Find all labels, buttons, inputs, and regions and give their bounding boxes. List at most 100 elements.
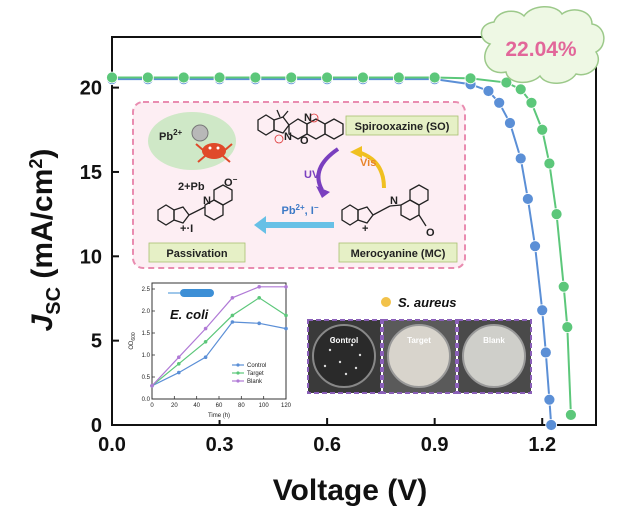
ecoli-legend-label: Target <box>247 371 264 377</box>
so-label-box <box>345 115 459 136</box>
ecoli-axis-ticks: 0 20 40 60 80 100 120 0.0 0.5 1.0 1.5 2.0 2.5 <box>142 287 292 409</box>
y-axis-title-sub: SC <box>43 287 65 315</box>
vis-arrow-head <box>350 146 362 158</box>
ecoli-point-blank <box>150 384 154 388</box>
pass-pb: Pb <box>191 181 205 193</box>
ecoli-legend-marker <box>236 371 240 375</box>
uv-label: UV <box>304 169 320 181</box>
series-point-1 <box>177 71 190 84</box>
mc-label: Merocyanine (MC) <box>351 248 446 260</box>
series-point-0 <box>493 96 506 109</box>
ecoli-y-tick-label: 2.0 <box>142 309 151 315</box>
ecoli-x-tick-label: 120 <box>281 403 292 409</box>
series-point-1 <box>525 96 538 109</box>
series-point-1 <box>464 72 477 85</box>
ecoli-point-control <box>230 320 235 324</box>
ecoli-point-control <box>284 326 288 331</box>
ecoli-legend-label: Blank <box>247 379 263 385</box>
svg-text:JSC (mA/cm2): JSC (mA/cm2) <box>26 149 65 332</box>
pass-o-minus: − <box>233 175 238 184</box>
ecoli-legend-marker <box>236 379 240 383</box>
y-tick-labels: 0 5 10 15 20 <box>80 78 102 437</box>
ecoli-line-blank <box>151 286 286 387</box>
dish-target <box>387 324 451 388</box>
dish-label-control: Control <box>330 336 358 345</box>
uv-arrow-head <box>316 186 330 198</box>
series-point-1 <box>565 408 577 421</box>
mc-o-atom: O <box>426 227 435 239</box>
passivation-label-box <box>148 242 246 263</box>
so-n-atom-2: N <box>304 112 312 124</box>
cloud-shape <box>480 6 605 84</box>
ecoli-y-tick-label: 0.0 <box>142 397 151 403</box>
ecoli-point-target <box>284 313 288 318</box>
saureus-marker <box>381 297 391 307</box>
ecoli-y-title: OD <box>129 340 135 350</box>
ecoli-inset: E. coli 0 20 40 60 80 100 120 0.0 0.5 1.0 1.5 2.0 2.… <box>122 274 294 420</box>
ecoli-point-target <box>203 340 208 344</box>
y-axis-title: JSC (mA/cm2) <box>26 149 65 332</box>
x-tick-label: 0.9 <box>421 434 449 456</box>
y-axis-title-close: ) <box>26 149 59 159</box>
series-point-1 <box>557 280 570 293</box>
ecoli-title: E. coli <box>170 307 209 322</box>
passivation-structure <box>157 184 233 226</box>
x-tick-label: 0.6 <box>313 434 341 456</box>
series-point-0 <box>521 193 534 205</box>
dish-blank <box>462 324 526 388</box>
ecoli-line-target <box>151 297 287 387</box>
pb-i-sup: 2+ <box>296 203 305 212</box>
svg-text:Pb2+, I−: Pb2+, I− <box>281 203 318 217</box>
ecoli-inset-bg <box>122 274 294 420</box>
series-layer <box>106 71 577 431</box>
pass-n: N <box>203 195 211 207</box>
ecoli-x-tick-label: 100 <box>259 403 270 409</box>
y-axis-title-unit: (mA/cm <box>26 169 59 287</box>
pb-sup: 2+ <box>173 128 182 137</box>
ecoli-point-control <box>257 321 262 326</box>
plot-frame <box>111 36 597 426</box>
pb-i-label: Pb <box>281 205 295 217</box>
series-point-0 <box>529 240 541 253</box>
axis-ticks <box>111 86 544 426</box>
svg-text:2+Pb: 2+Pb <box>178 181 205 193</box>
x-axis-title: Voltage (V) <box>273 474 427 507</box>
pass-o: O <box>224 177 233 189</box>
ecoli-y-sub: 600 <box>131 332 137 341</box>
y-tick-label: 5 <box>91 331 102 353</box>
ecoli-line-control <box>151 321 287 387</box>
series-point-0 <box>545 419 558 431</box>
efficiency-cloud: 22.04% <box>480 6 605 84</box>
ecoli-x-title: Time (h) <box>208 413 230 419</box>
series-line-1 <box>112 76 572 415</box>
series-point-1 <box>500 76 513 89</box>
dish-control <box>312 324 376 388</box>
ecoli-point-blank <box>257 285 262 289</box>
mc-n-atom: N <box>390 195 398 207</box>
vis-label: Vis <box>360 157 376 169</box>
pb-i-minus: − <box>314 203 319 212</box>
bacterium-icon <box>168 289 214 297</box>
ecoli-x-tick-label: 80 <box>238 403 245 409</box>
series-point-1 <box>428 71 441 84</box>
ecoli-point-control <box>203 355 208 360</box>
dish-label-blank: Blank <box>483 336 505 345</box>
pass-pb-sup: 2+ <box>178 181 191 193</box>
ecoli-point-blank <box>203 326 208 331</box>
svg-text:O−: O− <box>224 175 238 189</box>
series-point-1 <box>106 71 118 84</box>
site-marker-1 <box>274 134 284 144</box>
svg-text:OD600: OD600 <box>129 332 137 350</box>
svg-text:+·I: +·I <box>180 223 193 235</box>
pb-i-arrow <box>266 222 334 228</box>
ecoli-y-tick-label: 1.0 <box>142 353 151 359</box>
y-tick-label: 15 <box>80 162 102 184</box>
ecoli-point-target <box>177 362 181 366</box>
pass-n-plus: + <box>180 223 186 235</box>
crab-icon <box>195 143 233 163</box>
series-point-1 <box>392 71 405 84</box>
series-point-1 <box>249 71 262 84</box>
series-point-1 <box>141 71 154 84</box>
